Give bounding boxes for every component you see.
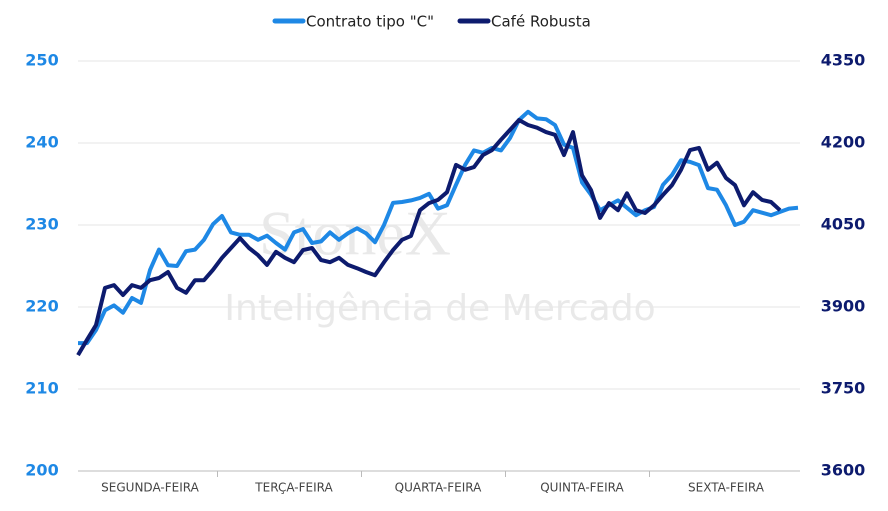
y-tick-label: 230 xyxy=(25,215,58,234)
y2-tick-label: 4200 xyxy=(821,133,866,152)
y-tick-label: 220 xyxy=(25,297,58,316)
x-tick-label: QUINTA-FEIRA xyxy=(540,481,624,495)
y-tick-label: 210 xyxy=(25,379,58,398)
y2-tick-label: 4050 xyxy=(821,215,866,234)
legend-label: Café Robusta xyxy=(491,13,591,31)
series-line xyxy=(76,118,782,357)
x-tick-label: QUARTA-FEIRA xyxy=(395,481,482,495)
y2-tick-label: 4350 xyxy=(821,51,866,70)
series-line xyxy=(78,109,799,346)
x-tick-label: SEXTA-FEIRA xyxy=(688,481,765,495)
x-tick-label: TERÇA-FEIRA xyxy=(254,481,333,495)
y-tick-label: 200 xyxy=(25,461,58,480)
legend-label: Contrato tipo "C" xyxy=(306,13,434,31)
y2-tick-label: 3750 xyxy=(821,379,866,398)
x-tick-label: SEGUNDA-FEIRA xyxy=(101,481,199,495)
y-tick-label: 250 xyxy=(25,51,58,70)
y2-tick-label: 3900 xyxy=(821,297,866,316)
y-tick-label: 240 xyxy=(25,133,58,152)
watermark: Inteligência de Mercado xyxy=(224,288,655,329)
y2-tick-label: 3600 xyxy=(821,461,866,480)
